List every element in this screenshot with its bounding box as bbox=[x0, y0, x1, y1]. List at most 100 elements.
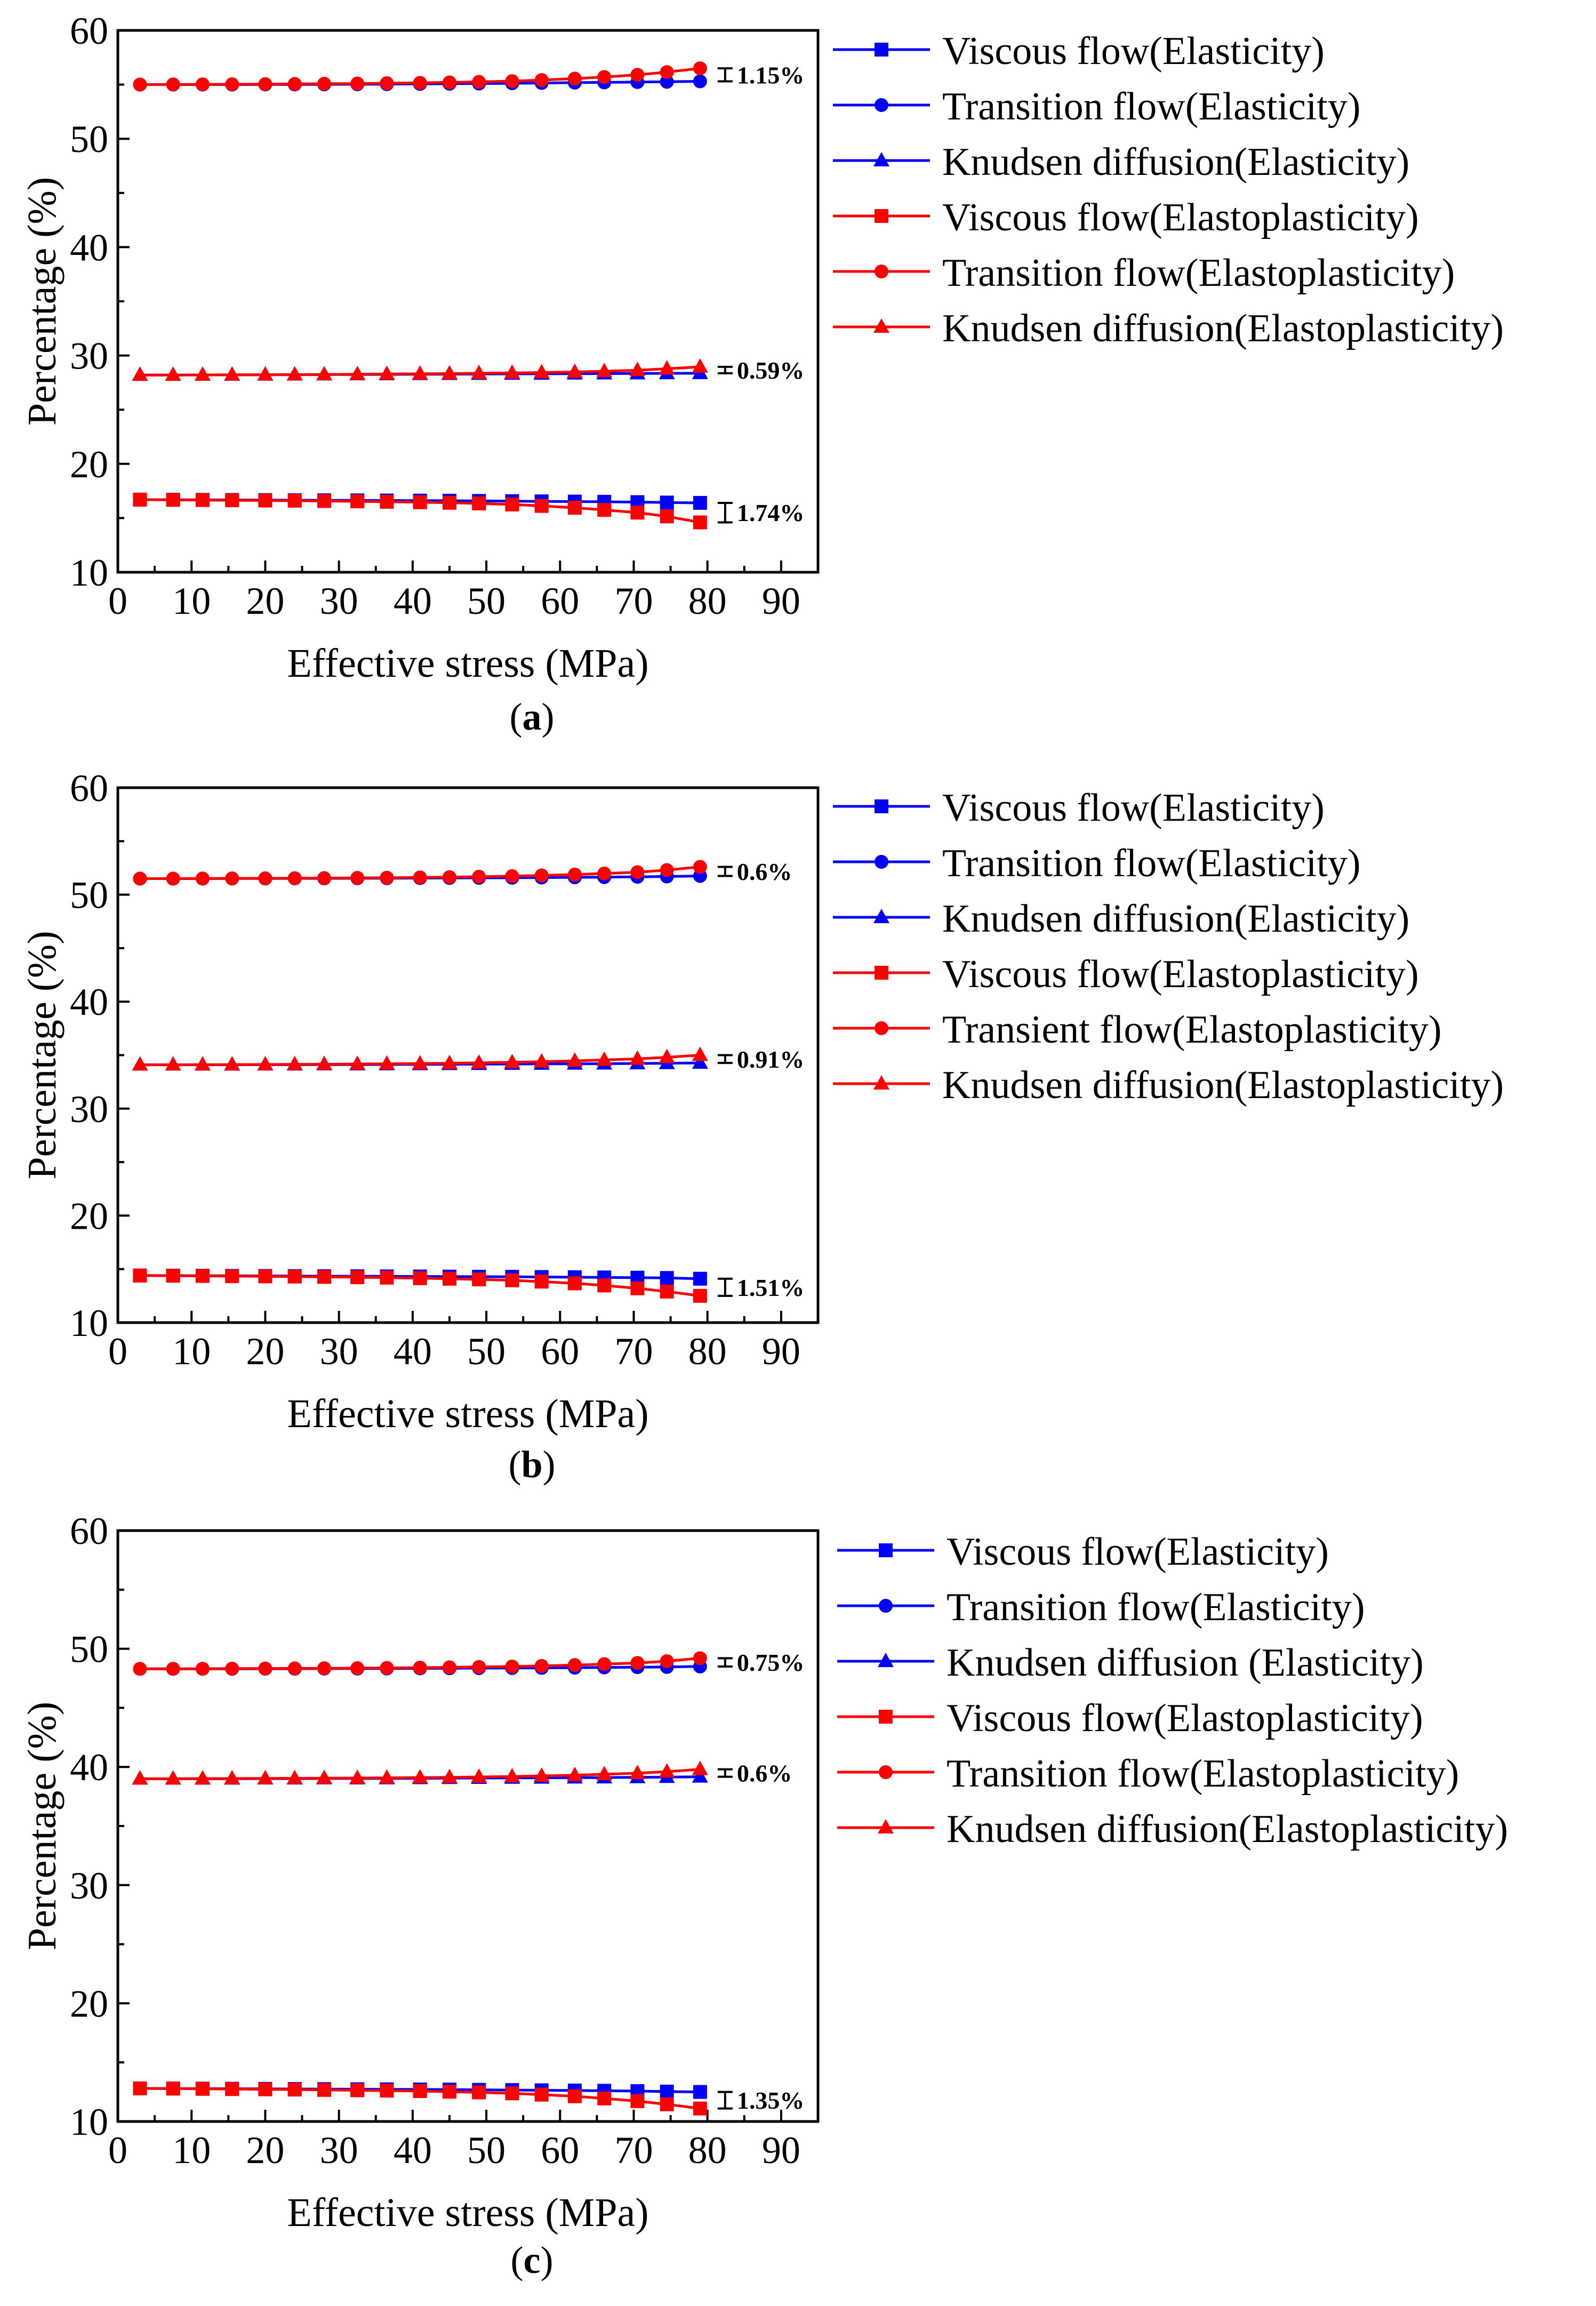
data-point bbox=[597, 503, 612, 517]
data-point bbox=[133, 1268, 147, 1283]
data-point bbox=[534, 73, 549, 87]
y-tick-label: 60 bbox=[70, 767, 108, 810]
legend-label: Knudsen diffusion(Elastoplasticity) bbox=[942, 307, 1504, 350]
y-tick-label: 10 bbox=[70, 2101, 108, 2143]
data-point bbox=[287, 871, 302, 885]
data-point bbox=[442, 1271, 456, 1286]
data-point bbox=[195, 77, 210, 92]
annotation-label: 0.75% bbox=[737, 1649, 805, 1676]
data-point bbox=[195, 1269, 210, 1283]
data-point bbox=[505, 74, 519, 89]
data-point bbox=[660, 1271, 674, 1285]
y-tick-label: 20 bbox=[70, 1982, 108, 2025]
data-point bbox=[534, 1659, 549, 1673]
data-point bbox=[287, 1661, 302, 1676]
legend-item: Knudsen diffusion(Elastoplasticity) bbox=[833, 307, 1504, 350]
legend-marker bbox=[878, 1819, 894, 1833]
data-point bbox=[195, 493, 210, 507]
y-tick-label: 30 bbox=[70, 335, 108, 378]
data-point bbox=[596, 363, 613, 378]
data-point bbox=[567, 501, 582, 515]
y-axis-label: Percentage (%) bbox=[20, 931, 65, 1179]
data-point bbox=[380, 494, 394, 509]
y-tick-label: 30 bbox=[70, 1088, 108, 1131]
difference-annotation: 1.51% bbox=[717, 1274, 805, 1301]
data-point bbox=[442, 1660, 456, 1675]
legend-label: Knudsen diffusion(Elasticity) bbox=[942, 140, 1409, 184]
data-point bbox=[317, 1270, 331, 1284]
data-point bbox=[286, 1055, 303, 1070]
legend-label: Viscous flow(Elasticity) bbox=[947, 1530, 1329, 1574]
x-tick-label: 0 bbox=[108, 580, 127, 622]
data-point bbox=[505, 2086, 519, 2101]
x-tick-label: 50 bbox=[467, 2129, 506, 2172]
legend-label: Viscous flow(Elastoplasticity) bbox=[947, 1696, 1423, 1740]
data-point bbox=[692, 358, 708, 373]
data-point bbox=[566, 363, 583, 378]
x-tick-label: 30 bbox=[320, 1330, 358, 1373]
legend-item: Transition flow(Elasticity) bbox=[837, 1586, 1365, 1629]
data-point bbox=[165, 1770, 181, 1785]
data-point bbox=[533, 1053, 550, 1068]
y-tick-label: 60 bbox=[70, 1510, 108, 1552]
data-point bbox=[349, 1055, 366, 1070]
legend-label: Transition flow(Elasticity) bbox=[942, 842, 1360, 885]
data-point bbox=[224, 1056, 240, 1071]
data-point bbox=[441, 1768, 458, 1783]
legend-marker bbox=[879, 1599, 893, 1613]
annotation-label: 0.6% bbox=[737, 1760, 792, 1787]
legend: Viscous flow(Elasticity) Transition flow(… bbox=[837, 1530, 1508, 1851]
data-point bbox=[566, 1766, 583, 1781]
data-point bbox=[567, 867, 582, 882]
legend: Viscous flow(Elasticity) Transition flow(… bbox=[833, 29, 1504, 350]
difference-annotation: 1.35% bbox=[717, 2087, 804, 2114]
legend-item: Viscous flow(Elastoplasticity) bbox=[833, 196, 1419, 239]
data-point bbox=[693, 74, 707, 89]
y-tick-label: 40 bbox=[70, 981, 108, 1023]
x-axis-label: Effective stress (MPa) bbox=[287, 641, 648, 686]
y-axis-label: Percentage (%) bbox=[20, 177, 65, 426]
annotation-label: 0.59% bbox=[737, 357, 805, 384]
panel-caption: (c) bbox=[511, 2239, 554, 2281]
legend-marker bbox=[875, 209, 888, 223]
difference-annotation: 0.6% bbox=[717, 1760, 792, 1787]
data-point bbox=[317, 871, 331, 885]
data-point bbox=[133, 77, 147, 92]
legend-item: Viscous flow(Elasticity) bbox=[833, 29, 1325, 73]
x-tick-label: 50 bbox=[467, 1330, 506, 1373]
x-tick-label: 40 bbox=[394, 1330, 432, 1373]
data-point bbox=[350, 1661, 365, 1675]
data-point bbox=[596, 1051, 613, 1066]
data-point bbox=[659, 1048, 675, 1063]
x-tick-label: 50 bbox=[467, 580, 506, 622]
legend-marker bbox=[875, 855, 888, 869]
data-point bbox=[693, 860, 707, 874]
legend-item: Knudsen diffusion(Elastoplasticity) bbox=[837, 1807, 1508, 1851]
data-point bbox=[195, 2081, 210, 2096]
x-axis-label: Effective stress (MPa) bbox=[287, 2190, 648, 2235]
legend-marker bbox=[879, 1765, 893, 1779]
data-point bbox=[132, 1056, 148, 1071]
x-tick-label: 90 bbox=[762, 2129, 800, 2172]
data-point bbox=[660, 1654, 674, 1668]
legend-item: Knudsen diffusion(Elasticity) bbox=[833, 897, 1409, 941]
x-tick-label: 80 bbox=[688, 1330, 727, 1373]
data-point bbox=[349, 365, 366, 380]
data-point bbox=[505, 1273, 519, 1287]
data-point bbox=[413, 495, 427, 509]
legend-item: Viscous flow(Elastoplasticity) bbox=[837, 1696, 1423, 1740]
data-point bbox=[505, 869, 519, 883]
difference-annotation: 0.91% bbox=[717, 1046, 804, 1073]
series-4 bbox=[133, 1268, 707, 1303]
data-point bbox=[566, 1052, 583, 1067]
data-point bbox=[166, 871, 180, 886]
x-tick-label: 30 bbox=[320, 580, 358, 622]
annotation-label: 1.51% bbox=[737, 1274, 805, 1301]
difference-annotation: 0.59% bbox=[717, 357, 805, 384]
annotation-label: 0.6% bbox=[737, 858, 792, 885]
data-point bbox=[380, 2084, 394, 2098]
data-point bbox=[629, 362, 646, 377]
series-6 bbox=[132, 358, 708, 381]
